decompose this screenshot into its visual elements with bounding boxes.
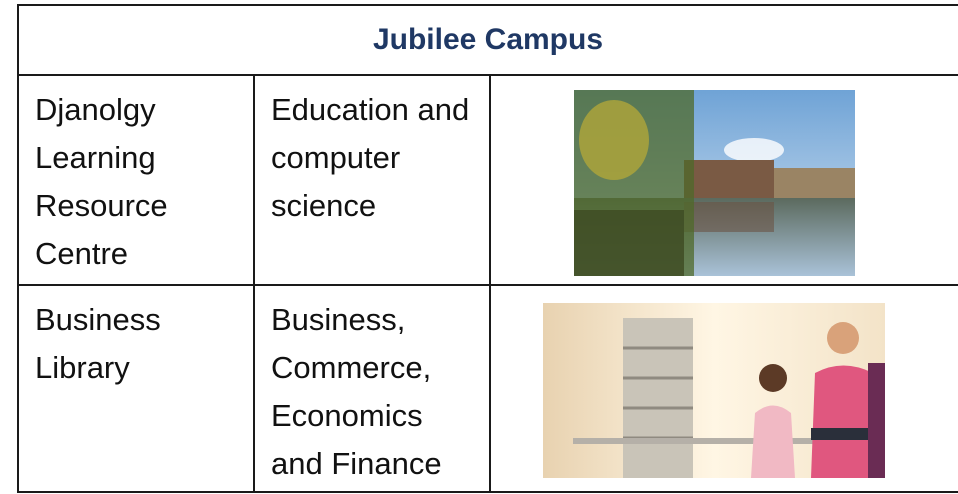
- library-photo: [543, 303, 885, 478]
- campus-photo: [574, 90, 855, 276]
- border: [17, 74, 958, 76]
- border: [17, 4, 19, 493]
- cell: Business, Commerce, Economics and Financ…: [271, 302, 442, 481]
- border: [489, 75, 491, 493]
- cell: Business Library: [35, 302, 161, 385]
- table-title: Jubilee Campus: [372, 23, 604, 56]
- border: [17, 284, 958, 286]
- border: [253, 75, 255, 493]
- cell: Education and computer science: [271, 92, 470, 223]
- border: [17, 4, 958, 6]
- cell: Djanolgy Learning Resource Centre: [35, 92, 168, 271]
- border: [17, 491, 958, 493]
